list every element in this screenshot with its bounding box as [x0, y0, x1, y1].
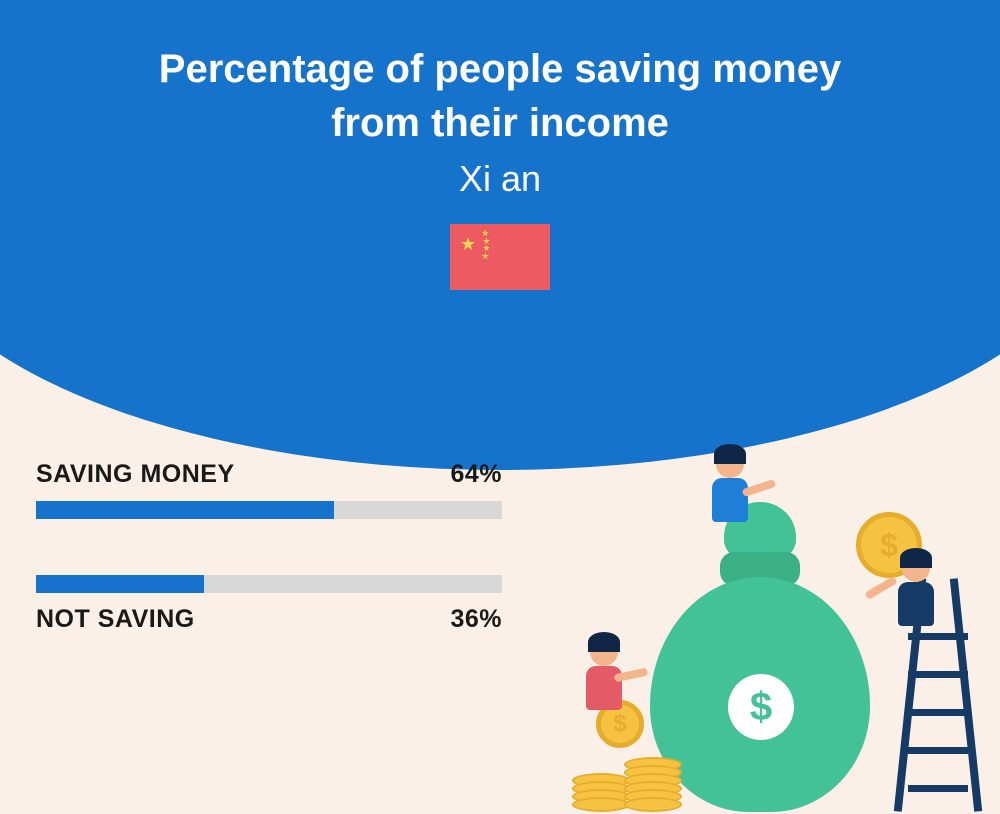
dollar-sign-icon: $ — [728, 674, 794, 740]
bar-track — [36, 501, 502, 519]
person-ladder-icon — [886, 554, 946, 626]
bar-value: 64% — [450, 460, 502, 489]
bar-group-saving: SAVING MONEY 64% — [36, 460, 502, 519]
bar-value: 36% — [450, 605, 502, 634]
header: Percentage of people saving money from t… — [0, 0, 1000, 290]
savings-illustration: $ $ $ — [560, 444, 1000, 814]
title-line-2: from their income — [0, 96, 1000, 150]
bar-fill-not-saving — [36, 575, 204, 593]
coin-stack-icon — [572, 780, 632, 812]
bars-section: SAVING MONEY 64% NOT SAVING 36% — [36, 460, 502, 690]
person-sitting-icon — [574, 638, 634, 710]
bar-track — [36, 575, 502, 593]
bar-label: SAVING MONEY — [36, 460, 235, 489]
china-flag-icon: ★ ★ ★ ★★ — [450, 224, 550, 290]
bar-label-row: NOT SAVING 36% — [36, 605, 502, 634]
coin-stack-icon — [624, 764, 684, 812]
bar-group-not-saving: NOT SAVING 36% — [36, 575, 502, 634]
bar-label-row: SAVING MONEY 64% — [36, 460, 502, 489]
location-subtitle: Xi an — [0, 158, 1000, 200]
person-top-icon — [700, 450, 760, 522]
bar-label: NOT SAVING — [36, 605, 195, 634]
bar-fill-saving — [36, 501, 334, 519]
title-line-1: Percentage of people saving money — [0, 42, 1000, 96]
